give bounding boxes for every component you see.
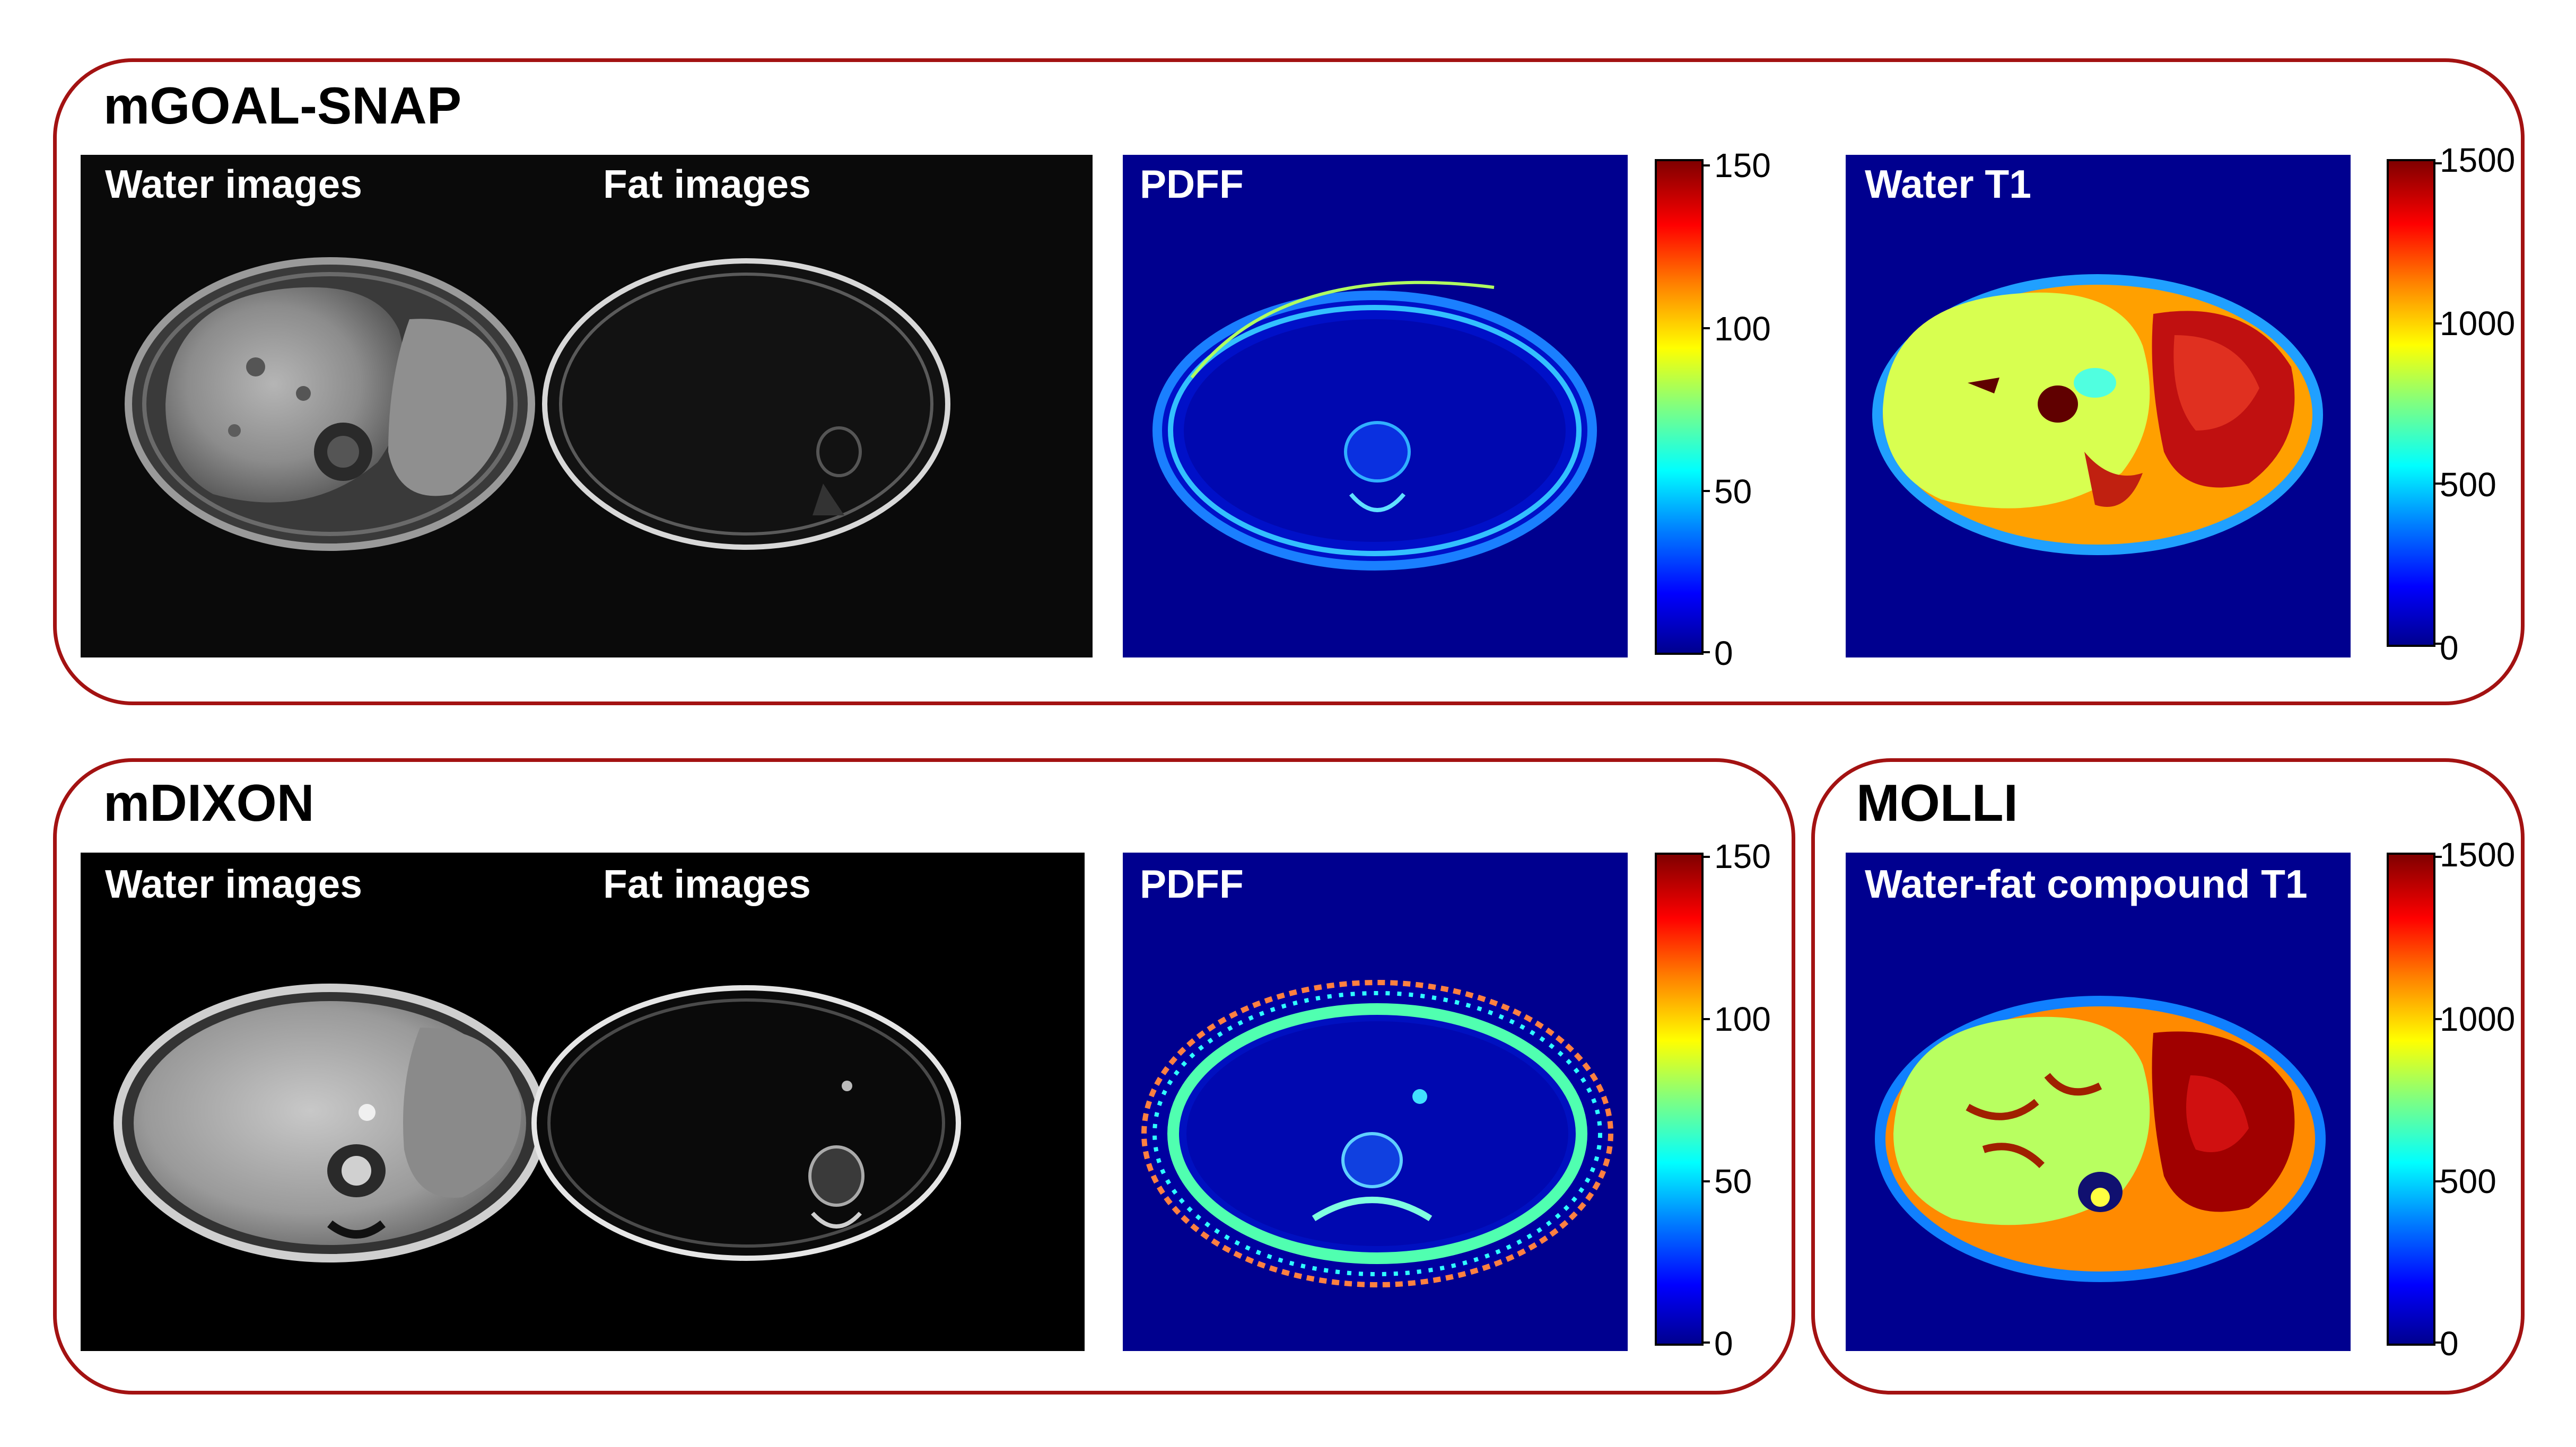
molli-title: MOLLI [1856, 774, 2018, 832]
goal-snap-t1-tick-1500: 1500 [2440, 141, 2516, 179]
molli-frame [1811, 758, 2525, 1395]
mdixon-pdff-tick-50: 50 [1714, 1162, 1752, 1200]
mdixon-water-fat-panel: Water images Fat images [81, 853, 1085, 1351]
molli-t1-tick-500: 500 [2440, 1162, 2496, 1200]
goal-snap-t1-label: Water T1 [1865, 162, 2031, 206]
goal-snap-pdff-map [1152, 280, 1597, 571]
mdixon-pdff-tick-100: 100 [1714, 1000, 1771, 1038]
mdixon-fat-label: Fat images [603, 862, 811, 906]
goal-snap-t1-colorbar [2387, 159, 2435, 647]
mdixon-title: mDIXON [103, 774, 315, 832]
molli-t1-map [1875, 996, 2326, 1282]
molli-t1-tick-1500: 1500 [2440, 836, 2516, 874]
goal-snap-t1-tick-500: 500 [2440, 466, 2496, 504]
goal-snap-water-label: Water images [105, 162, 362, 206]
goal-snap-pdff-tick-100: 100 [1714, 310, 1771, 348]
goal-snap-frame [53, 58, 2525, 705]
molli-t1-label: Water-fat compound T1 [1865, 862, 2308, 906]
mdixon-pdff-tick-0: 0 [1714, 1325, 1733, 1363]
goal-snap-pdff-tick-0: 0 [1714, 634, 1733, 672]
mdixon-pdff-label: PDFF [1140, 862, 1244, 906]
mdixon-pdff-tick-150: 150 [1714, 837, 1771, 875]
molli-t1-panel: Water-fat compound T1 [1846, 853, 2351, 1351]
goal-snap-water-fat-panel: Water images Fat images [81, 155, 1093, 657]
mdixon-pdff-panel: PDFF [1123, 853, 1628, 1351]
goal-snap-t1-panel: Water T1 [1846, 155, 2351, 657]
mdixon-pdff-map [1141, 980, 1613, 1287]
goal-snap-title: mGOAL-SNAP [103, 76, 462, 135]
molli-t1-tick-1000: 1000 [2440, 1000, 2516, 1038]
goal-snap-pdff-label: PDFF [1140, 162, 1244, 206]
goal-snap-water-fat-image [125, 257, 950, 551]
goal-snap-pdff-panel: PDFF [1123, 155, 1628, 657]
mdixon-water-fat-image [113, 984, 961, 1262]
mdixon-frame [53, 758, 1795, 1395]
goal-snap-fat-label: Fat images [603, 162, 811, 206]
goal-snap-t1-tick-0: 0 [2440, 629, 2459, 667]
goal-snap-t1-map [1872, 274, 2323, 555]
goal-snap-t1-tick-1000: 1000 [2440, 304, 2516, 343]
mdixon-water-label: Water images [105, 862, 362, 906]
goal-snap-pdff-tick-50: 50 [1714, 472, 1752, 511]
goal-snap-pdff-colorbar [1655, 159, 1704, 655]
mdixon-pdff-colorbar [1655, 853, 1704, 1346]
molli-t1-colorbar [2387, 853, 2435, 1346]
molli-t1-tick-0: 0 [2440, 1325, 2459, 1363]
goal-snap-pdff-tick-150: 150 [1714, 146, 1771, 185]
